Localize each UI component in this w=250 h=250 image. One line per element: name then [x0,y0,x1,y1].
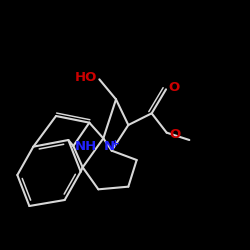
Text: HO: HO [74,71,97,84]
Text: NH: NH [75,140,97,152]
Text: +: + [110,139,120,149]
Text: O: O [169,81,180,94]
Text: O: O [169,128,180,141]
Text: N: N [104,140,115,153]
